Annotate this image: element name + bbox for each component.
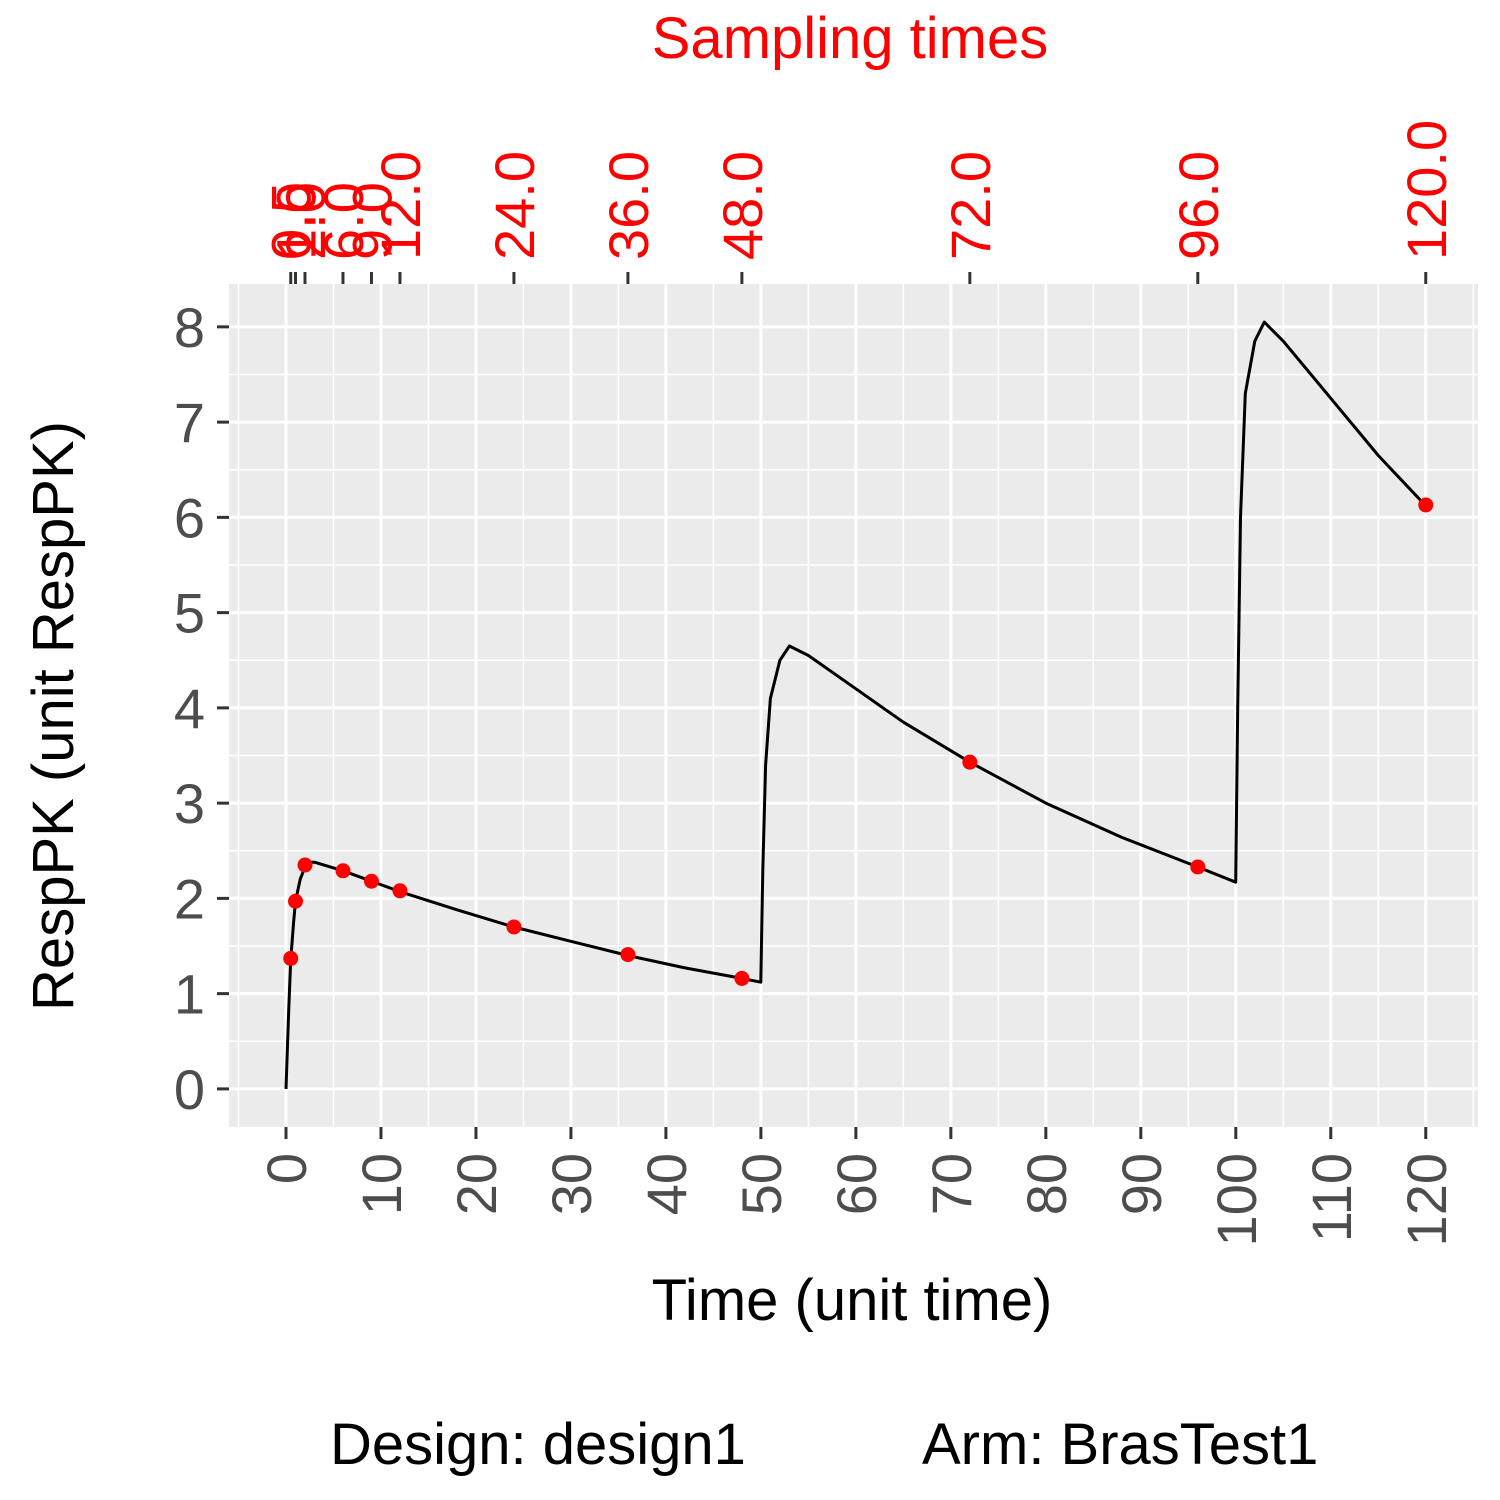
x-tick-label: 100 [1205,1153,1268,1246]
x-tick-label: 0 [255,1153,318,1184]
sampling-tick-label: 48.0 [711,151,774,260]
sampling-times-axis: 0.51.02.06.09.012.0 24.0 36.0 48.0 72.0 96.0 1… [260,120,1458,284]
minor-gridlines [229,284,1478,1127]
sampling-point [297,857,313,873]
arm-caption: Arm: BrasTest1 [922,1412,1318,1477]
sampling-point [1190,859,1206,875]
sampling-tick-label: 0.5 [260,182,323,260]
x-axis-title: Time (unit time) [652,1268,1053,1333]
x-tick-label: 120 [1395,1153,1458,1246]
y-tick-label: 1 [174,963,205,1026]
x-tick-label: 10 [350,1153,413,1215]
y-tick-label: 5 [174,582,205,645]
y-tick-label: 2 [174,867,205,930]
plot-panel [229,284,1478,1127]
design-caption: Design: design1 [330,1412,746,1477]
sampling-tick-label: 36.0 [597,151,660,260]
sampling-point [335,863,351,879]
sampling-tick-label: 1.0 [264,182,327,260]
y-tick-label: 7 [174,391,205,454]
x-tick-label: 40 [635,1153,698,1215]
sampling-tick-label: 12.0 [369,151,432,260]
y-tick-label: 6 [174,486,205,549]
sampling-points [283,497,1434,986]
sampling-tick-label: 2.0 [274,182,337,260]
sampling-tick-label: 120.0 [1395,120,1458,260]
x-tick-label: 20 [445,1153,508,1215]
x-tick-label: 30 [540,1153,603,1215]
sampling-tick-label: 72.0 [939,151,1002,260]
y-tick-label: 0 [174,1058,205,1121]
sampling-times-title: Sampling times [652,6,1048,71]
y-axis-title: RespPK (unit RespPK) [21,421,86,1011]
y-axis: 0 1 2 3 4 5 6 7 8 [174,296,229,1121]
sampling-point [962,754,978,770]
x-tick-label: 90 [1110,1153,1173,1215]
x-tick-label: 60 [825,1153,888,1215]
y-tick-label: 8 [174,296,205,359]
y-tick-label: 3 [174,772,205,835]
sampling-point [734,970,750,986]
sampling-point [363,873,379,889]
x-tick-label: 50 [730,1153,793,1215]
sampling-tick-label: 96.0 [1167,151,1230,260]
sampling-point [620,947,636,963]
x-axis: 0 10 20 30 40 50 60 70 80 90 100 110 120 [255,1127,1458,1246]
sampling-point [287,893,303,909]
sampling-point [506,919,522,935]
y-tick-label: 4 [174,677,205,740]
x-tick-label: 70 [920,1153,983,1215]
sampling-tick-label: 6.0 [312,182,375,260]
x-tick-label: 80 [1015,1153,1078,1215]
sampling-point [1418,497,1434,513]
sampling-point [392,883,408,899]
x-tick-label: 110 [1300,1153,1363,1242]
sampling-tick-label: 9.0 [340,182,403,260]
sampling-point [283,950,299,966]
sampling-tick-label: 24.0 [483,151,546,260]
